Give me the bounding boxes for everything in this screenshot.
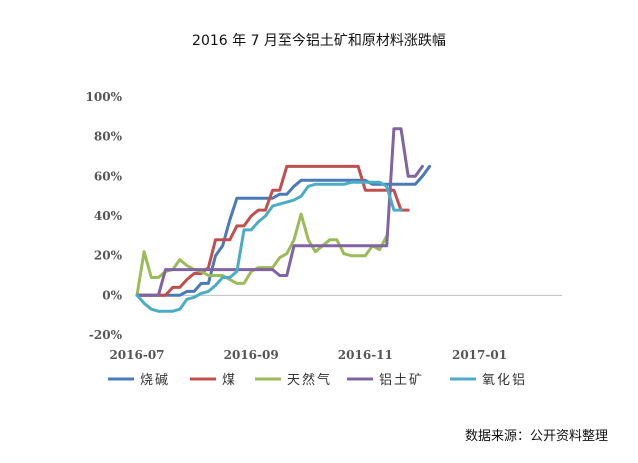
x-axis-ticks: 2016-07 2016-09 2016-11 2017-01	[109, 348, 507, 362]
chart-title: 2016 年 7 月至今铝土矿和原材料涨跌幅	[192, 33, 446, 49]
legend-label: 烧碱	[140, 373, 170, 388]
x-tick-label: 2016-07	[109, 348, 164, 362]
x-tick-label: 2016-09	[224, 348, 279, 362]
y-tick-label: -20%	[89, 328, 123, 342]
y-tick-label: 60%	[94, 169, 123, 183]
series-line-1	[135, 164, 410, 297]
y-tick-label: 0%	[102, 288, 122, 302]
legend-label: 天然气	[287, 372, 332, 388]
series-line-3	[135, 127, 424, 297]
y-axis-ticks: 100% 80% 60% 40% 20% 0% -20%	[86, 90, 123, 342]
legend-label: 氧化铝	[482, 373, 527, 388]
series-line-2	[135, 212, 389, 297]
legend-label: 煤	[222, 373, 237, 388]
series-lines	[135, 127, 432, 313]
y-tick-label: 40%	[94, 209, 123, 223]
legend: 烧碱 煤 天然气 铝土矿 氧化铝	[108, 372, 527, 388]
x-tick-label: 2017-01	[452, 348, 507, 362]
series-line-4	[135, 180, 403, 313]
y-tick-label: 100%	[86, 90, 123, 104]
y-tick-label: 80%	[94, 130, 123, 144]
y-tick-label: 20%	[94, 249, 123, 263]
legend-label: 铝土矿	[379, 373, 424, 388]
source-note: 数据来源：公开资料整理	[464, 429, 608, 444]
x-tick-label: 2016-11	[338, 348, 393, 362]
